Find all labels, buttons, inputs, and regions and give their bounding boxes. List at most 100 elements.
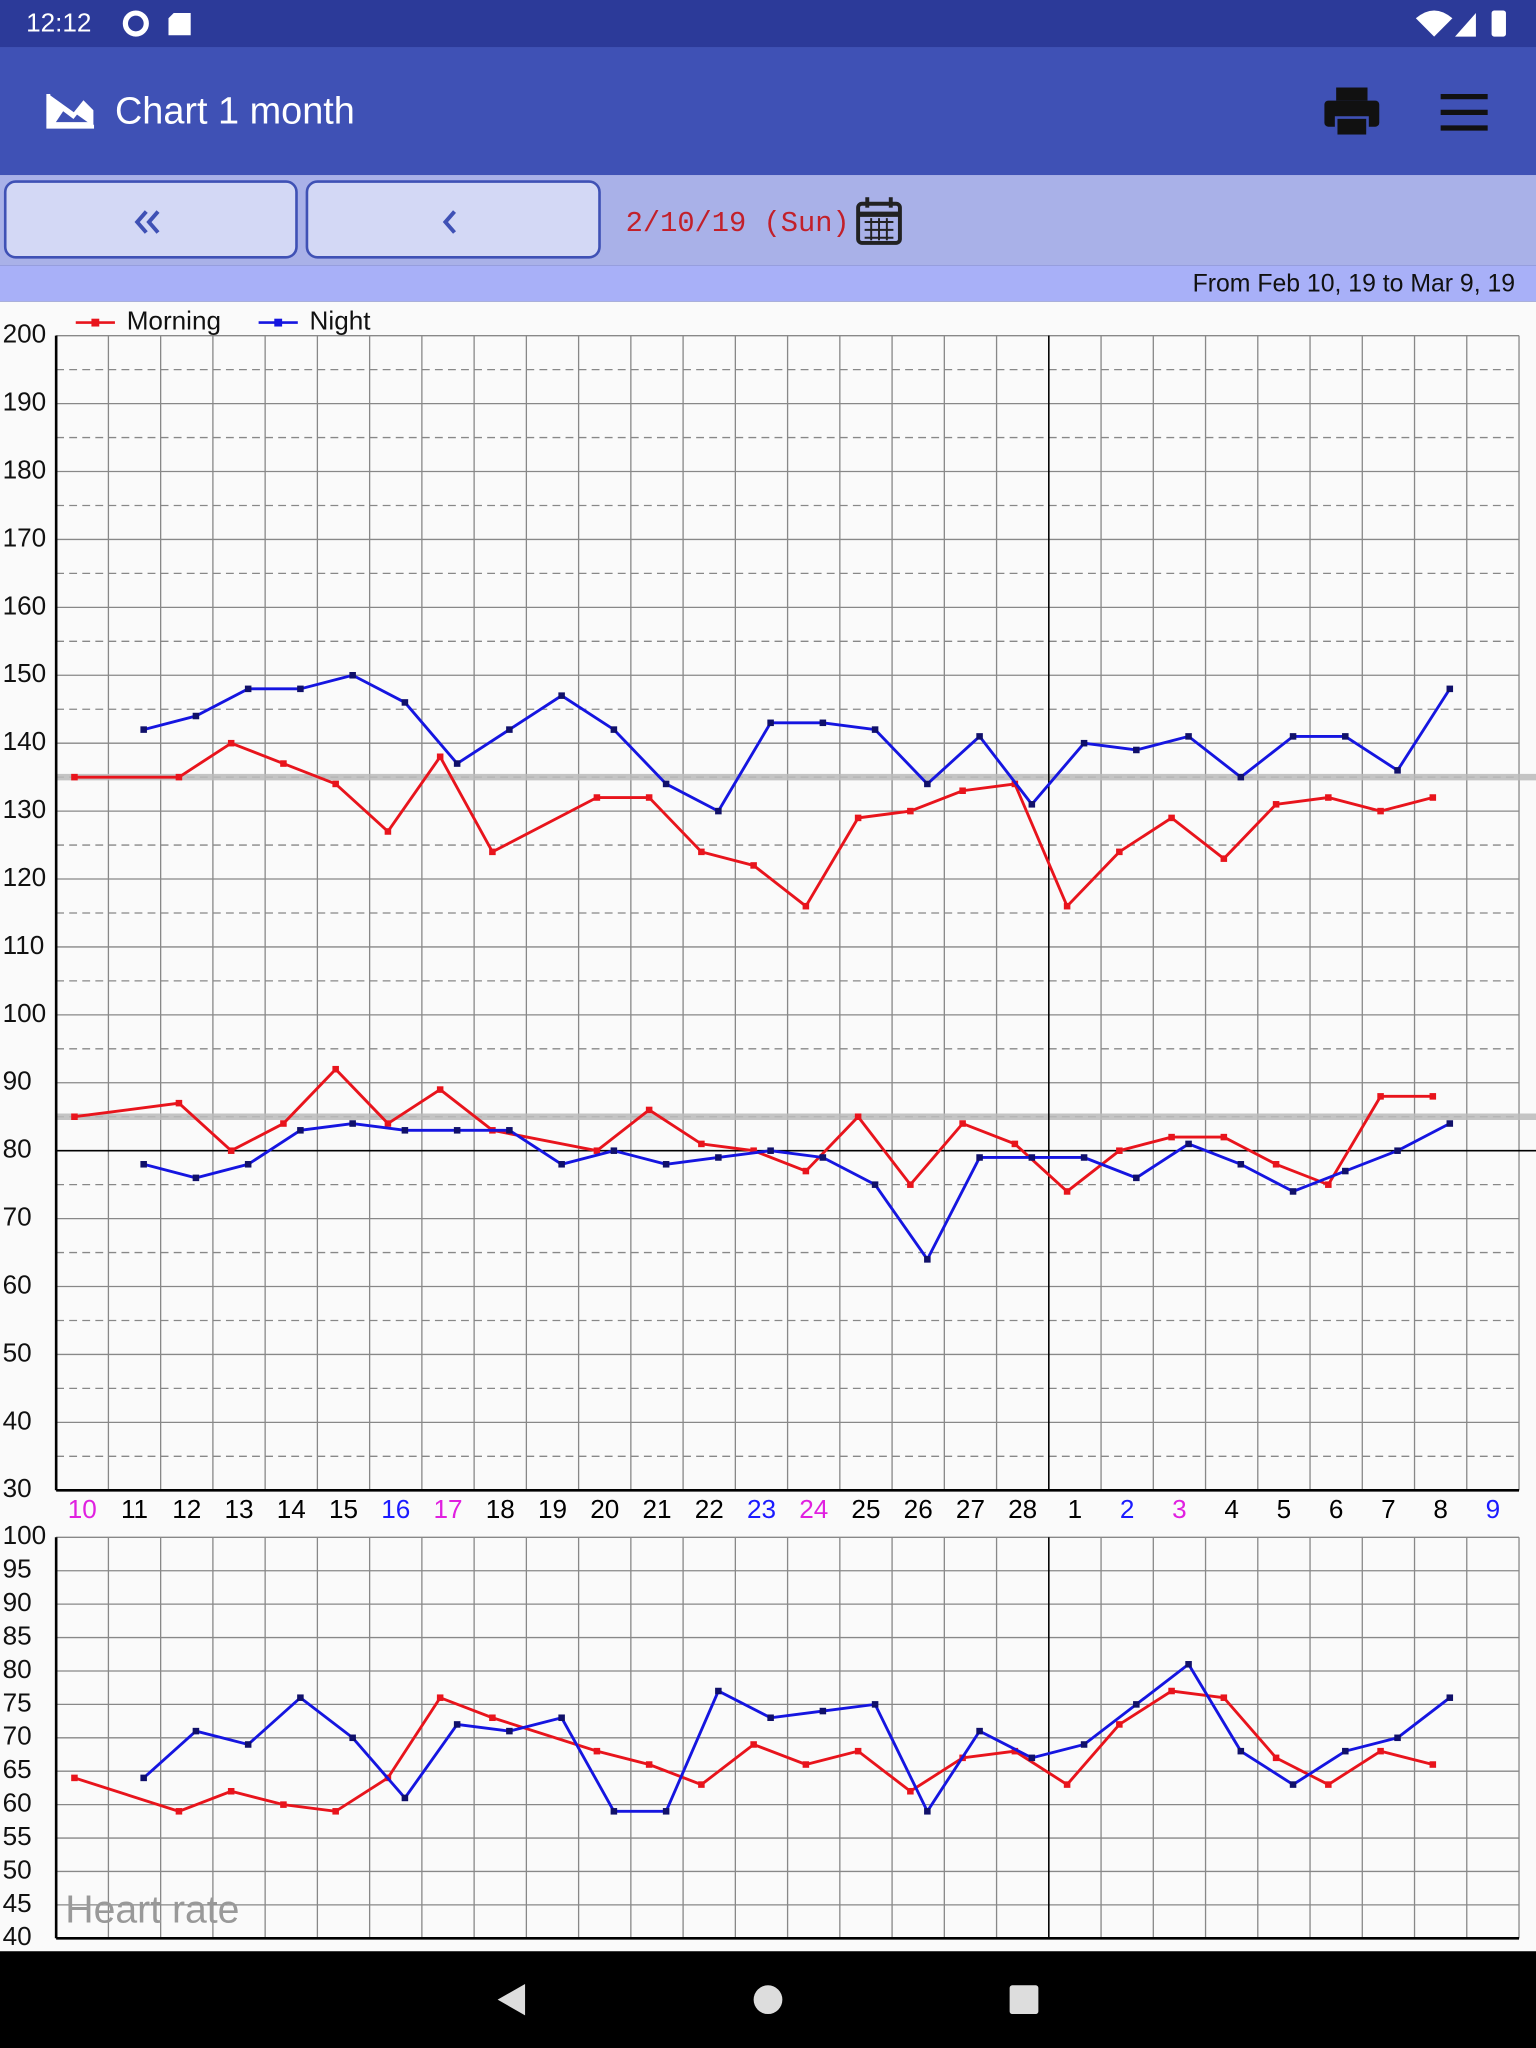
data-point	[1394, 1147, 1401, 1154]
data-point	[349, 1120, 356, 1127]
data-point	[280, 1801, 287, 1808]
data-point	[71, 1774, 78, 1782]
series-line	[143, 673, 1452, 814]
x-tick-label: 25	[851, 1494, 880, 1524]
x-tick-label: 9	[1486, 1494, 1501, 1524]
y-tick-label: 60	[3, 1269, 32, 1299]
chart-icon	[46, 94, 95, 129]
menu-button[interactable]	[1440, 94, 1488, 131]
data-point	[871, 1701, 879, 1708]
legend-marker	[91, 318, 100, 327]
data-point	[436, 753, 444, 761]
data-point	[1325, 1181, 1332, 1188]
data-point	[1289, 1781, 1297, 1788]
data-point	[1237, 1161, 1245, 1168]
x-tick-label: 20	[590, 1494, 619, 1524]
y-tick-label: 45	[3, 1888, 32, 1918]
chart-area	[0, 301, 1536, 1952]
y-tick-label: 70	[3, 1202, 32, 1232]
y-tick-label: 80	[3, 1654, 32, 1684]
data-point	[854, 814, 862, 822]
x-tick-label: 12	[172, 1494, 201, 1524]
data-point	[1185, 1140, 1192, 1148]
data-point	[1063, 1781, 1071, 1788]
legend-marker	[274, 318, 283, 327]
x-tick-label: 16	[381, 1494, 410, 1524]
x-tick-label: 17	[433, 1494, 462, 1524]
data-point	[506, 726, 513, 733]
data-point	[593, 1747, 601, 1755]
y-tick-label: 50	[3, 1854, 32, 1884]
data-point	[1377, 1747, 1384, 1755]
x-tick-label: 21	[642, 1494, 671, 1524]
data-point	[1377, 1093, 1384, 1100]
data-point	[907, 1787, 914, 1795]
data-point	[1168, 814, 1175, 822]
calendar-button[interactable]	[856, 197, 902, 245]
data-point	[1237, 1747, 1245, 1755]
chart-watermark: Heart rate	[65, 1889, 239, 1932]
data-point	[1342, 1167, 1349, 1175]
back-button[interactable]	[497, 1984, 526, 2016]
data-point	[959, 1120, 966, 1127]
x-tick-label: 10	[68, 1494, 97, 1524]
data-point	[1133, 1701, 1140, 1708]
charts: 3040506070809010011012013014015016017018…	[3, 306, 1536, 1951]
data-point	[924, 780, 931, 788]
range-band	[0, 265, 1536, 302]
data-point	[610, 1147, 618, 1154]
data-point	[1446, 685, 1454, 693]
status-bar	[0, 0, 1536, 48]
data-point	[1325, 1781, 1332, 1788]
prev-day-button[interactable]	[305, 180, 601, 259]
data-point	[349, 672, 356, 679]
y-tick-label: 75	[3, 1687, 32, 1717]
data-point	[1080, 1741, 1088, 1748]
print-button[interactable]	[1324, 87, 1380, 138]
data-point	[140, 1161, 147, 1168]
data-point	[244, 685, 252, 693]
data-point	[297, 1694, 304, 1701]
date-range: From Feb 10, 19 to Mar 9, 19	[1193, 270, 1516, 297]
data-point	[140, 726, 147, 733]
data-point	[1028, 1754, 1036, 1762]
data-point	[750, 862, 757, 869]
data-point	[907, 1181, 914, 1188]
data-point	[1011, 1140, 1019, 1148]
x-tick-label: 3	[1172, 1494, 1187, 1524]
recents-button[interactable]	[1009, 1985, 1039, 2015]
home-button[interactable]	[753, 1985, 783, 2015]
x-tick-label: 13	[224, 1494, 253, 1524]
data-point	[976, 733, 983, 740]
x-tick-label: 15	[329, 1494, 358, 1524]
y-tick-label: 65	[3, 1754, 32, 1784]
data-point	[1377, 807, 1384, 815]
data-point	[1220, 1694, 1228, 1701]
y-tick-label: 140	[3, 726, 47, 756]
status-time: 12:12	[26, 8, 91, 38]
x-tick-label: 26	[904, 1494, 933, 1524]
data-point	[698, 1140, 705, 1148]
data-point	[227, 1787, 235, 1795]
data-point	[1080, 1154, 1088, 1161]
settings-icon	[122, 10, 149, 37]
data-point	[1168, 1133, 1175, 1141]
y-tick-label: 100	[3, 998, 47, 1028]
prev-month-button[interactable]	[3, 180, 298, 259]
data-point	[1028, 1154, 1036, 1161]
data-point	[924, 1256, 931, 1263]
data-point	[698, 1781, 705, 1788]
data-point	[854, 1747, 862, 1755]
data-point	[227, 1147, 235, 1154]
data-point	[802, 1167, 810, 1175]
y-tick-label: 90	[3, 1587, 32, 1617]
data-point	[593, 794, 601, 801]
app-bar	[0, 47, 1536, 176]
x-tick-label: 14	[277, 1494, 306, 1524]
x-tick-label: 8	[1433, 1494, 1448, 1524]
data-point	[280, 1120, 287, 1127]
data-point	[506, 1727, 513, 1735]
data-point	[1342, 733, 1349, 740]
data-point	[401, 1127, 409, 1134]
